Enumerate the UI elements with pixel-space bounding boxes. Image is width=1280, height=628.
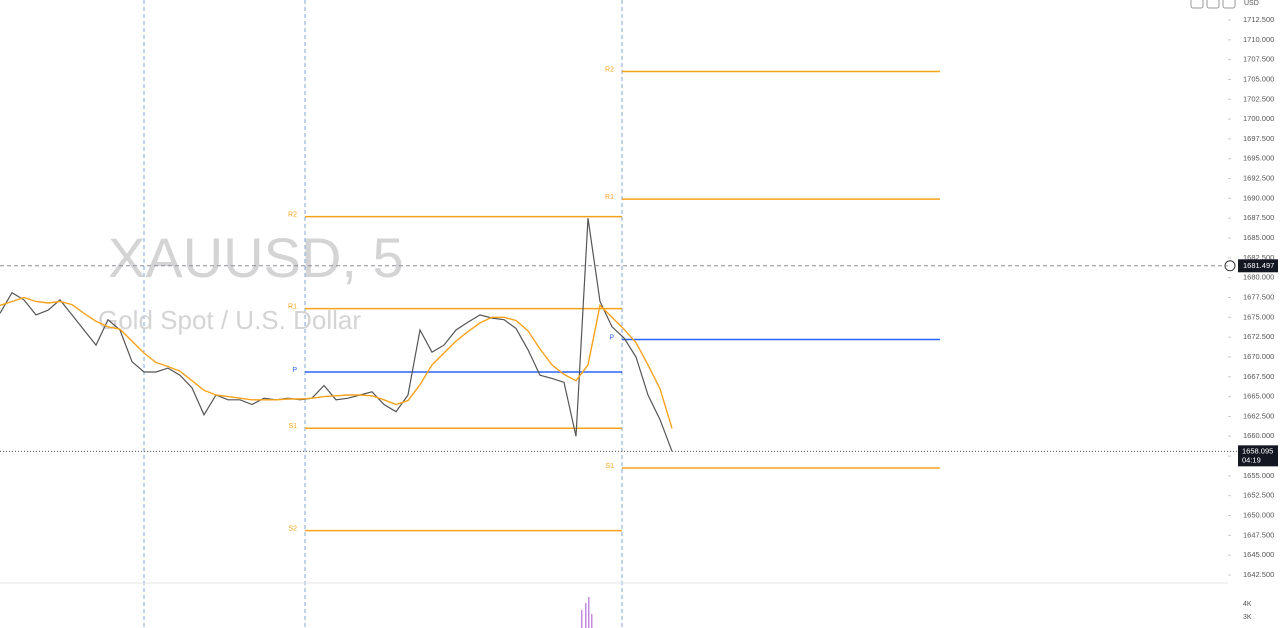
button[interactable] [1190, 0, 1204, 9]
y-tick-label: 1702.500 [1243, 94, 1274, 103]
volume-bar [581, 610, 583, 628]
y-tick-label: 1700.000 [1243, 114, 1274, 123]
crosshair-label-bg [1238, 259, 1278, 273]
volume-bar [591, 614, 593, 628]
price-line [0, 218, 673, 452]
pivot-label: R2 [288, 211, 297, 218]
volume-tick-label: 4K [1243, 601, 1252, 608]
volume-bar [588, 597, 590, 628]
series [0, 218, 673, 452]
pivot-label: P [292, 367, 297, 374]
pivots: R2 R1 P S1 S2 R2 R1 P S1 [288, 66, 940, 532]
y-tick-label: 1680.000 [1243, 273, 1274, 282]
y-tick-label: 1697.500 [1243, 134, 1274, 143]
pivot-label: S2 [288, 525, 297, 532]
last-price-label: 1658.095 [1242, 446, 1273, 455]
watermark-title: XAUUSD, 5 [108, 226, 404, 289]
y-tick-label: 1645.000 [1243, 550, 1274, 559]
y-tick-label: 1695.000 [1243, 154, 1274, 163]
y-tick-label: 1685.000 [1243, 233, 1274, 242]
pivot-label: R1 [288, 303, 297, 310]
y-tick-label: 1655.000 [1243, 471, 1274, 480]
countdown-label: 04:19 [1242, 455, 1261, 464]
watermark-subtitle: Gold Spot / U.S. Dollar [98, 305, 361, 335]
y-tick-label: 1712.500 [1243, 15, 1274, 24]
button[interactable] [1222, 0, 1236, 9]
volume-bars [581, 597, 593, 628]
y-tick-label: 1650.000 [1243, 511, 1274, 520]
y-tick-label: 1672.500 [1243, 332, 1274, 341]
y-tick-label: 1647.500 [1243, 530, 1274, 539]
y-tick-label: 1675.000 [1243, 312, 1274, 321]
pivot-label: S1 [288, 423, 297, 430]
y-tick-label: 1705.000 [1243, 74, 1274, 83]
pivot-label: S1 [605, 463, 614, 470]
y-tick-label: 1665.000 [1243, 392, 1274, 401]
currency-label[interactable]: USD [1244, 0, 1259, 7]
y-tick-label: 1707.500 [1243, 55, 1274, 64]
crosshair-price-label: 1681.497 [1243, 261, 1274, 270]
y-tick-label: 1642.500 [1243, 570, 1274, 579]
y-tick-label: 1687.500 [1243, 213, 1274, 222]
pivot-label: R1 [605, 194, 614, 201]
button[interactable] [1206, 0, 1220, 9]
moving-average [0, 296, 673, 429]
toolbar [1190, 0, 1236, 9]
last-price-bg [1238, 445, 1278, 467]
pivot-label: R2 [605, 66, 614, 73]
y-tick-label: 1667.500 [1243, 372, 1274, 381]
volume-tick-label: 3K [1243, 614, 1252, 621]
y-tick-label: 1710.000 [1243, 35, 1274, 44]
y-tick-label: 1682.500 [1243, 253, 1274, 262]
y-tick-label: 1652.500 [1243, 491, 1274, 500]
y-tick-label: 1670.000 [1243, 352, 1274, 361]
price-axis: 1642.500 1645.000 1647.500 1650.000 1652.500… [1224, 15, 1278, 621]
y-tick-label: 1660.000 [1243, 431, 1274, 440]
volume-bar [585, 603, 587, 628]
y-tick-label: 1677.500 [1243, 292, 1274, 301]
y-tick-label: 1662.500 [1243, 411, 1274, 420]
y-tick-label: 1692.500 [1243, 174, 1274, 183]
y-tick-label: 1690.000 [1243, 193, 1274, 202]
pivot-label: P [609, 334, 614, 341]
